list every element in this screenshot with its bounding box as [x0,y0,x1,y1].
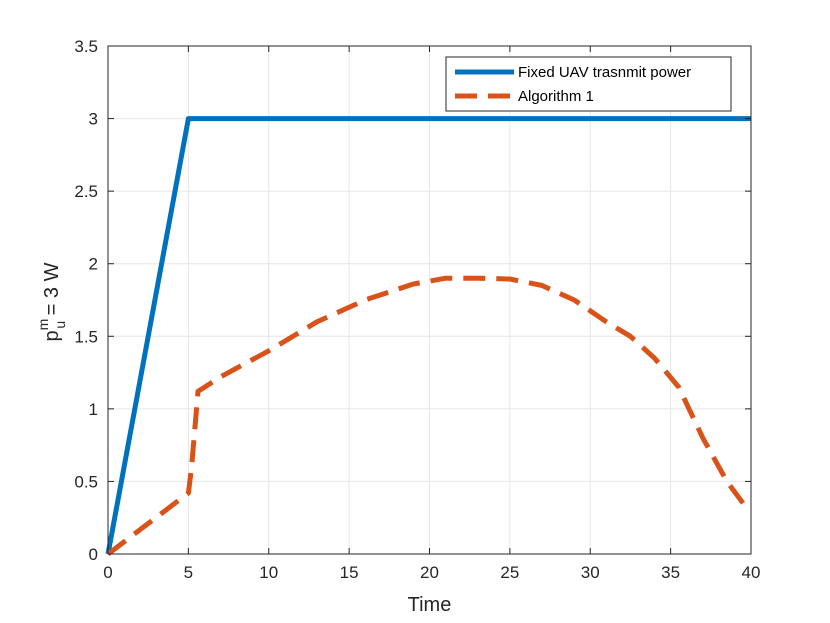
ticks [107,45,752,555]
y-tick-label: 3.5 [74,37,98,56]
x-axis-title: Time [408,594,452,616]
x-tick-label: 15 [340,563,359,582]
x-tick-label: 25 [500,563,519,582]
x-tick-labels: 0 5 10 15 20 25 30 35 40 [103,563,760,582]
legend-label-2: Algorithm 1 [518,88,594,105]
y-axis-title-suffix: = 3 W [41,262,63,320]
y-tick-label: 1.5 [74,327,98,346]
legend-label-1: Fixed UAV trasnmit power [518,64,691,81]
x-tick-label: 20 [420,563,439,582]
x-tick-label: 5 [184,563,193,582]
y-tick-label: 0.5 [74,472,98,491]
legend: Fixed UAV trasnmit power Algorithm 1 [445,56,732,112]
series-layer [105,116,751,556]
y-tick-label: 3 [89,110,98,129]
y-tick-label: 2.5 [74,182,98,201]
y-axis-title-base: p [41,330,63,341]
series-line-1 [105,116,751,555]
y-axis-title: pmu = 3 W [35,262,68,341]
y-tick-label: 2 [89,255,98,274]
x-tick-label: 35 [661,563,680,582]
y-tick-labels: 0 0.5 1 1.5 2 2.5 3 3.5 [74,37,98,564]
y-axis-title-subscript: u [52,321,68,329]
series-line-2 [106,275,746,556]
x-tick-label: 0 [103,563,112,582]
y-axis-title-superscript: m [35,319,51,331]
y-tick-label: 0 [89,545,98,564]
x-tick-label: 30 [581,563,600,582]
y-tick-label: 1 [89,400,98,419]
x-tick-label: 10 [259,563,278,582]
x-tick-label: 40 [742,563,761,582]
legend-box [445,56,732,112]
